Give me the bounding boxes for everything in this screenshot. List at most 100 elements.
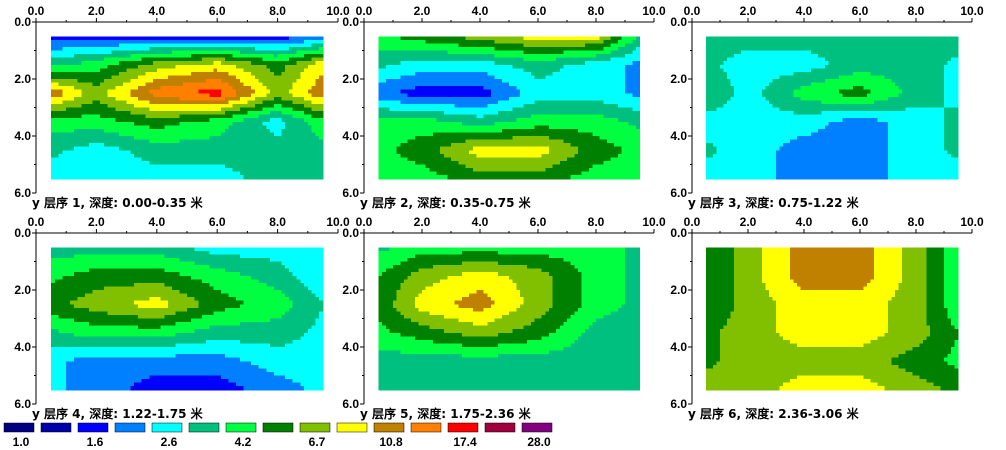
heat-cell: [556, 68, 560, 72]
heat-cell: [607, 108, 611, 112]
heat-cell: [157, 54, 161, 58]
heat-cell: [386, 43, 390, 47]
heat-cell: [603, 93, 607, 97]
heat-cell: [74, 118, 78, 122]
heat-cell: [119, 111, 123, 115]
heat-cell: [400, 90, 404, 94]
heat-cell: [145, 58, 149, 62]
heat-cell: [172, 51, 176, 55]
heat-cell: [198, 111, 202, 115]
heat-cell: [397, 115, 401, 119]
heat-cell: [553, 122, 557, 126]
heat-cell: [266, 122, 270, 126]
heat-cell: [429, 111, 433, 115]
heat-cell: [607, 54, 611, 58]
heat-cell: [85, 36, 89, 40]
heat-cell: [55, 83, 59, 87]
heat-cell: [81, 165, 85, 169]
heat-cell: [545, 108, 549, 112]
heat-cell: [296, 129, 300, 133]
heat-cell: [582, 36, 586, 40]
heat-cell: [502, 108, 506, 112]
heat-cell: [138, 79, 142, 83]
heat-cell: [191, 118, 195, 122]
heat-cell: [389, 115, 393, 119]
heat-cell: [422, 111, 426, 115]
heat-cell: [127, 90, 131, 94]
heat-cell: [553, 115, 557, 119]
heat-cell: [221, 58, 225, 62]
heat-cell: [418, 79, 422, 83]
heat-cell: [437, 111, 441, 115]
heat-cell: [451, 111, 455, 115]
heat-cell: [179, 51, 183, 55]
heat-cell: [534, 47, 538, 51]
heat-cell: [278, 83, 282, 87]
heat-cell: [172, 122, 176, 126]
heat-cell: [589, 111, 593, 115]
heat-cell: [393, 40, 397, 44]
heat-cell: [229, 65, 233, 69]
heat-cell: [542, 83, 546, 87]
heat-cell: [527, 104, 531, 108]
heat-cell: [278, 97, 282, 101]
heat-cell: [206, 168, 210, 172]
heat-cell: [585, 79, 589, 83]
heat-cell: [418, 51, 422, 55]
heat-cell: [229, 122, 233, 126]
heat-cell: [476, 86, 480, 90]
heat-cell: [195, 36, 199, 40]
heat-cell: [473, 118, 477, 122]
heat-cell: [462, 86, 466, 90]
heat-cell: [469, 68, 473, 72]
heat-cell: [153, 150, 157, 154]
heat-cell: [74, 150, 78, 154]
heat-cell: [440, 51, 444, 55]
heat-cell: [74, 47, 78, 51]
heat-cell: [195, 43, 199, 47]
heat-cell: [315, 54, 319, 58]
heat-cell: [187, 58, 191, 62]
heat-cell: [78, 47, 82, 51]
heat-cell: [229, 36, 233, 40]
heat-cell: [179, 93, 183, 97]
heat-cell: [108, 90, 112, 94]
heat-cell: [240, 61, 244, 65]
heat-cell: [513, 40, 517, 44]
heat-cell: [308, 65, 312, 69]
heat-cell: [244, 125, 248, 129]
heat-cell: [259, 111, 263, 115]
heat-cell: [259, 108, 263, 112]
heat-cell: [404, 136, 408, 140]
heat-cell: [123, 132, 127, 136]
heat-cell: [123, 72, 127, 76]
heat-cell: [164, 168, 168, 172]
heat-cell: [74, 104, 78, 108]
heat-cell: [520, 40, 524, 44]
heat-cell: [618, 122, 622, 126]
heat-cell: [473, 40, 477, 44]
heat-cell: [81, 147, 85, 151]
heat-cell: [221, 36, 225, 40]
heat-cell: [138, 54, 142, 58]
heat-cell: [451, 122, 455, 126]
heat-cell: [176, 83, 180, 87]
heat-cell: [636, 108, 640, 112]
heat-cell: [433, 90, 437, 94]
heat-cell: [527, 125, 531, 129]
heat-cell: [161, 58, 165, 62]
heat-cell: [304, 122, 308, 126]
heat-cell: [480, 43, 484, 47]
heat-cell: [115, 72, 119, 76]
heat-cell: [480, 83, 484, 87]
heat-cell: [437, 61, 441, 65]
heat-cell: [607, 61, 611, 65]
heat-cell: [164, 43, 168, 47]
heat-cell: [451, 115, 455, 119]
heat-cell: [451, 61, 455, 65]
heat-cell: [164, 140, 168, 144]
heat-cell: [51, 157, 55, 161]
heat-cell: [545, 47, 549, 51]
heat-cell: [289, 79, 293, 83]
heat-cell: [447, 125, 451, 129]
